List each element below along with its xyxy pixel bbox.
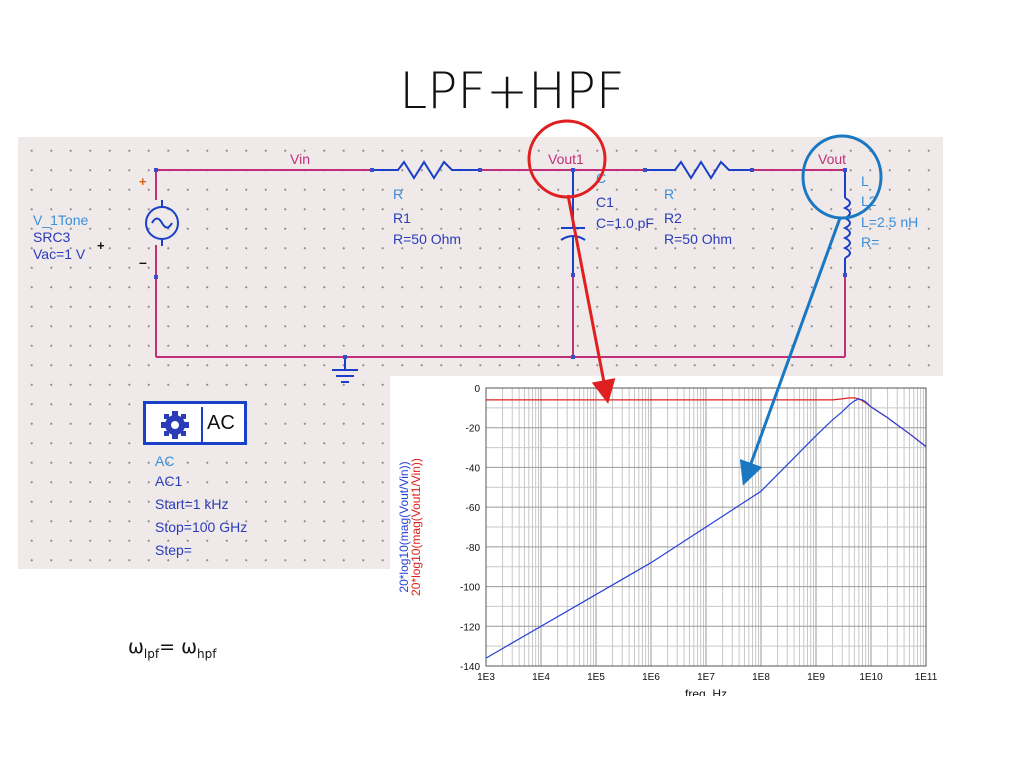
x-tick-label: 1E8 xyxy=(752,672,770,683)
x-tick-label: 1E11 xyxy=(915,672,938,683)
x-tick-label: 1E6 xyxy=(642,672,660,683)
node-label-vout1: Vout1 xyxy=(548,151,584,167)
r2-name: R2 xyxy=(664,210,682,226)
node-label-vout: Vout xyxy=(818,151,847,167)
x-tick-label: 1E9 xyxy=(807,672,825,683)
y-tick-label: -100 xyxy=(460,583,480,594)
ac-simulation-block[interactable]: AC xyxy=(143,401,247,445)
omega-equation: ωlpf= ωhpf xyxy=(128,636,216,661)
source-plus-left: + xyxy=(139,174,147,189)
y-tick-label: -40 xyxy=(466,463,481,474)
r2-value: R=50 Ohm xyxy=(664,231,733,247)
frequency-response-plot: 0 -20 -40 -60 -80 -100 -120 -140 1E3 1E4 1E5 1E6 1E7… xyxy=(390,376,944,701)
x-tick-label: 1E4 xyxy=(532,672,550,683)
node-label-vin: Vin xyxy=(290,151,310,167)
ac-stop: Stop=100 GHz xyxy=(155,519,248,535)
l2-resistance: R= xyxy=(861,234,880,250)
r2-type: R xyxy=(664,186,675,202)
ac-step: Step= xyxy=(155,542,192,558)
x-tick-label: 1E3 xyxy=(477,672,495,683)
ac-name: AC1 xyxy=(155,473,183,489)
plot-frame xyxy=(485,387,927,667)
y-tick-label: 0 xyxy=(474,384,480,395)
y-axis-series-label: 20*log10(mag(Vout1/Vin)) xyxy=(409,458,423,596)
omega-symbol: ω xyxy=(128,636,144,658)
source-vac: Vac=1 V xyxy=(33,246,86,262)
c1-value: C=1.0 pF xyxy=(596,215,654,231)
c1-type: C xyxy=(596,170,607,186)
l2-value: L=2.5 nH xyxy=(861,214,919,230)
slide-title: LPF+HPF xyxy=(399,62,625,120)
r1-value: R=50 Ohm xyxy=(393,231,462,247)
x-tick-label: 1E10 xyxy=(859,672,883,683)
y-axis-series-label: 20*log10(mag(Vout/Vin)) xyxy=(397,461,411,592)
ac-start: Start=1 kHz xyxy=(155,496,229,512)
omega-equals: = ω xyxy=(159,636,197,658)
y-tick-label: -20 xyxy=(466,424,481,435)
source-plus-right: + xyxy=(97,238,105,253)
y-tick-label: -80 xyxy=(466,543,481,554)
r1-name: R1 xyxy=(393,210,411,226)
l2-name: L2 xyxy=(861,193,877,209)
y-tick-label: -60 xyxy=(466,503,481,514)
c1-name: C1 xyxy=(596,194,614,210)
source-name: V_1Tone xyxy=(33,212,89,228)
simulation-gear-icon xyxy=(149,407,203,445)
x-axis-label: freq, Hz xyxy=(685,687,727,696)
omega-sub-hpf: hpf xyxy=(196,646,217,661)
ac-box-label: AC xyxy=(207,412,235,434)
source-instance: SRC3 xyxy=(33,229,71,245)
y-tick-label: -140 xyxy=(460,662,480,673)
l2-type: L xyxy=(861,173,869,189)
x-tick-label: 1E7 xyxy=(697,672,715,683)
r1-type: R xyxy=(393,186,404,202)
omega-sub-lpf: lpf xyxy=(143,646,160,661)
source-minus: – xyxy=(139,254,147,270)
x-tick-label: 1E5 xyxy=(587,672,605,683)
y-tick-label: -120 xyxy=(460,622,480,633)
ac-type: AC xyxy=(155,453,175,469)
